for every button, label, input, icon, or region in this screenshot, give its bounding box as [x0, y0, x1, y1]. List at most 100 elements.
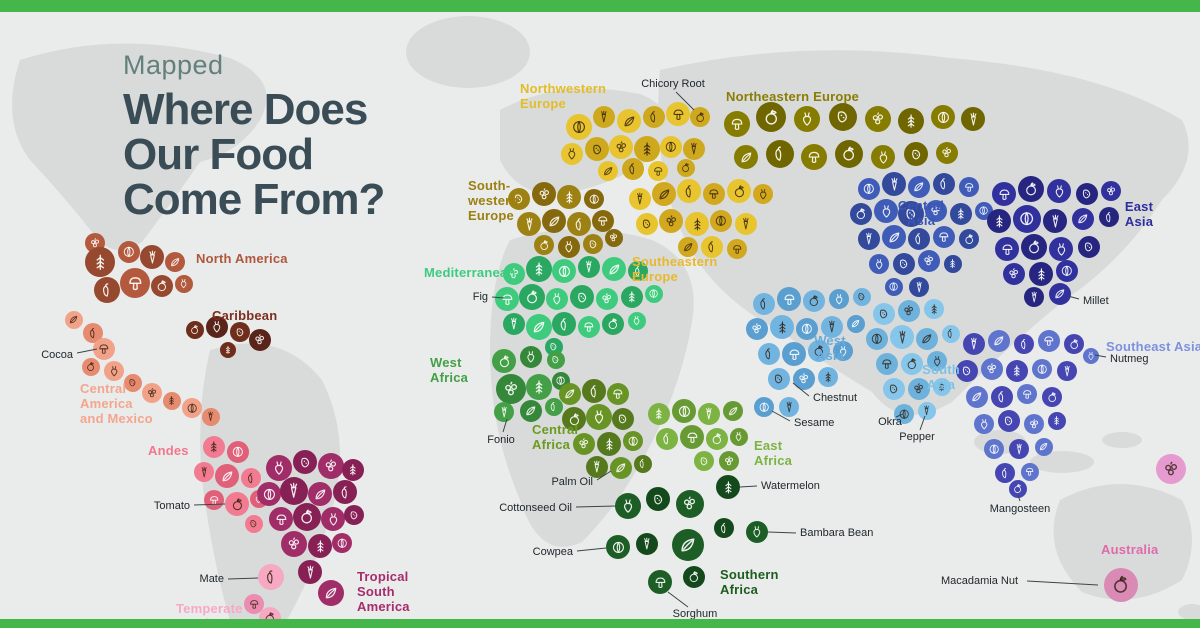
- food-circle-tropical-south-america: [318, 580, 344, 606]
- food-circle-east-asia: [1049, 237, 1073, 261]
- bean-icon: [248, 518, 259, 529]
- food-circle-northeastern-europe: [904, 142, 928, 166]
- region-label-east-asia: East Asia: [1124, 199, 1154, 229]
- callout-sesame: Sesame: [794, 417, 835, 429]
- berry-icon: [323, 458, 339, 474]
- root-icon: [876, 150, 891, 165]
- bean-icon: [348, 509, 360, 521]
- grain-icon: [166, 395, 177, 406]
- food-circle-south-asia: [876, 353, 898, 375]
- leaf-icon: [563, 387, 577, 401]
- food-circle-mediterranean: [546, 288, 568, 310]
- pepper-icon: [995, 390, 1009, 404]
- callout-bambara-bean: Bambara Bean: [800, 527, 874, 539]
- pepper-icon: [937, 177, 951, 191]
- food-circle-southwestern-europe: [534, 235, 554, 255]
- food-circle-andes: [215, 464, 239, 488]
- carrot-icon: [921, 405, 932, 416]
- food-circle-andes: [204, 490, 224, 510]
- food-circle-andes: [203, 436, 225, 458]
- region-label-southeastern-europe: Southeastern Europe: [632, 254, 718, 284]
- apple-icon: [230, 497, 245, 512]
- apple-icon: [732, 184, 747, 199]
- food-circle-southern-africa: [746, 521, 768, 543]
- food-circle-northeastern-europe: [794, 106, 820, 132]
- apple-icon: [840, 145, 857, 162]
- food-circle-south-asia: [898, 300, 920, 322]
- bean-icon: [575, 290, 590, 305]
- food-circle-south-asia: [908, 378, 930, 400]
- berry-icon: [600, 292, 614, 306]
- region-label-australia: Australia: [1101, 542, 1159, 557]
- food-circle-tropical-south-america: [344, 505, 364, 525]
- berry-icon: [537, 187, 552, 202]
- food-circle-southeastern-europe: [727, 239, 747, 259]
- melon-icon: [231, 445, 245, 459]
- food-circle-southeast-asia: [991, 386, 1013, 408]
- food-circle-southeast-asia: [1083, 348, 1099, 364]
- region-label-south-asia: South Asia: [922, 362, 960, 392]
- food-circle-southeast-asia: [1048, 412, 1066, 430]
- callout-chestnut: Chestnut: [813, 392, 858, 404]
- apple-icon: [298, 508, 315, 525]
- food-circle-southeastern-europe: [678, 237, 698, 257]
- food-circle-southwestern-europe: [584, 189, 604, 209]
- callout-cowpea: Cowpea: [532, 546, 573, 558]
- callout-chicory-root: Chicory Root: [641, 78, 705, 90]
- leaf-icon: [614, 461, 628, 475]
- pepper-icon: [757, 297, 771, 311]
- berry-icon: [502, 380, 521, 399]
- leaf-icon: [887, 230, 902, 245]
- food-circle-mediterranean: [526, 314, 552, 340]
- bottom-accent-bar: [0, 619, 1200, 628]
- region-label-central-asia: Central Asia: [897, 198, 945, 228]
- mushroom-icon: [729, 116, 745, 132]
- food-circle-northeastern-europe: [724, 111, 750, 137]
- food-circle-north-america: [165, 252, 185, 272]
- food-circle-central-africa: [634, 455, 652, 473]
- food-circle-mediterranean: [628, 261, 648, 281]
- carrot-icon: [303, 565, 318, 580]
- food-circle-south-asia: [918, 402, 936, 420]
- title-kicker: Mapped: [123, 50, 224, 80]
- food-circle-north-america: [85, 247, 115, 277]
- region-label-southern-africa: Southern Africa: [720, 567, 779, 597]
- food-circle-tropical-south-america: [318, 453, 344, 479]
- food-circle-central-africa: [573, 433, 595, 455]
- region-label-tropical-south-america: Tropical South America: [357, 569, 410, 614]
- pepper-icon: [557, 317, 572, 332]
- food-circle-southeast-asia-islands: [1156, 454, 1186, 484]
- food-circle-west-asia: [818, 367, 838, 387]
- food-circle-west-africa: [526, 374, 552, 400]
- food-circle-west-asia: [782, 342, 806, 366]
- grain-icon: [207, 440, 221, 454]
- mushroom-icon: [707, 187, 721, 201]
- leaf-icon: [912, 180, 926, 194]
- callout-tomato: Tomato: [153, 500, 190, 512]
- food-circle-west-africa: [496, 374, 526, 404]
- pepper-icon: [762, 347, 776, 361]
- food-circle-east-asia: [1056, 260, 1078, 282]
- melon-icon: [988, 443, 1000, 455]
- food-circle-southern-africa: [676, 490, 704, 518]
- leaf-icon: [169, 256, 181, 268]
- leaf-icon: [970, 390, 984, 404]
- food-circle-mediterranean: [552, 312, 576, 336]
- melon-icon: [862, 182, 876, 196]
- grain-icon: [639, 141, 655, 157]
- food-circle-north-america: [140, 245, 164, 269]
- mushroom-icon: [937, 230, 951, 244]
- melon-icon: [336, 537, 348, 549]
- food-circle-southeastern-europe: [659, 209, 683, 233]
- apple-icon: [1026, 239, 1042, 255]
- food-circle-caribbean: [206, 316, 228, 338]
- food-circle-andes: [194, 462, 214, 482]
- root-icon: [108, 365, 120, 377]
- bean-icon: [897, 257, 911, 271]
- food-circle-central-asia: [885, 278, 903, 296]
- leaf-icon: [323, 585, 339, 601]
- root-icon: [879, 204, 894, 219]
- apple-icon: [854, 207, 868, 221]
- food-circle-tropical-south-america: [332, 533, 352, 553]
- food-circle-southwestern-europe: [532, 182, 556, 206]
